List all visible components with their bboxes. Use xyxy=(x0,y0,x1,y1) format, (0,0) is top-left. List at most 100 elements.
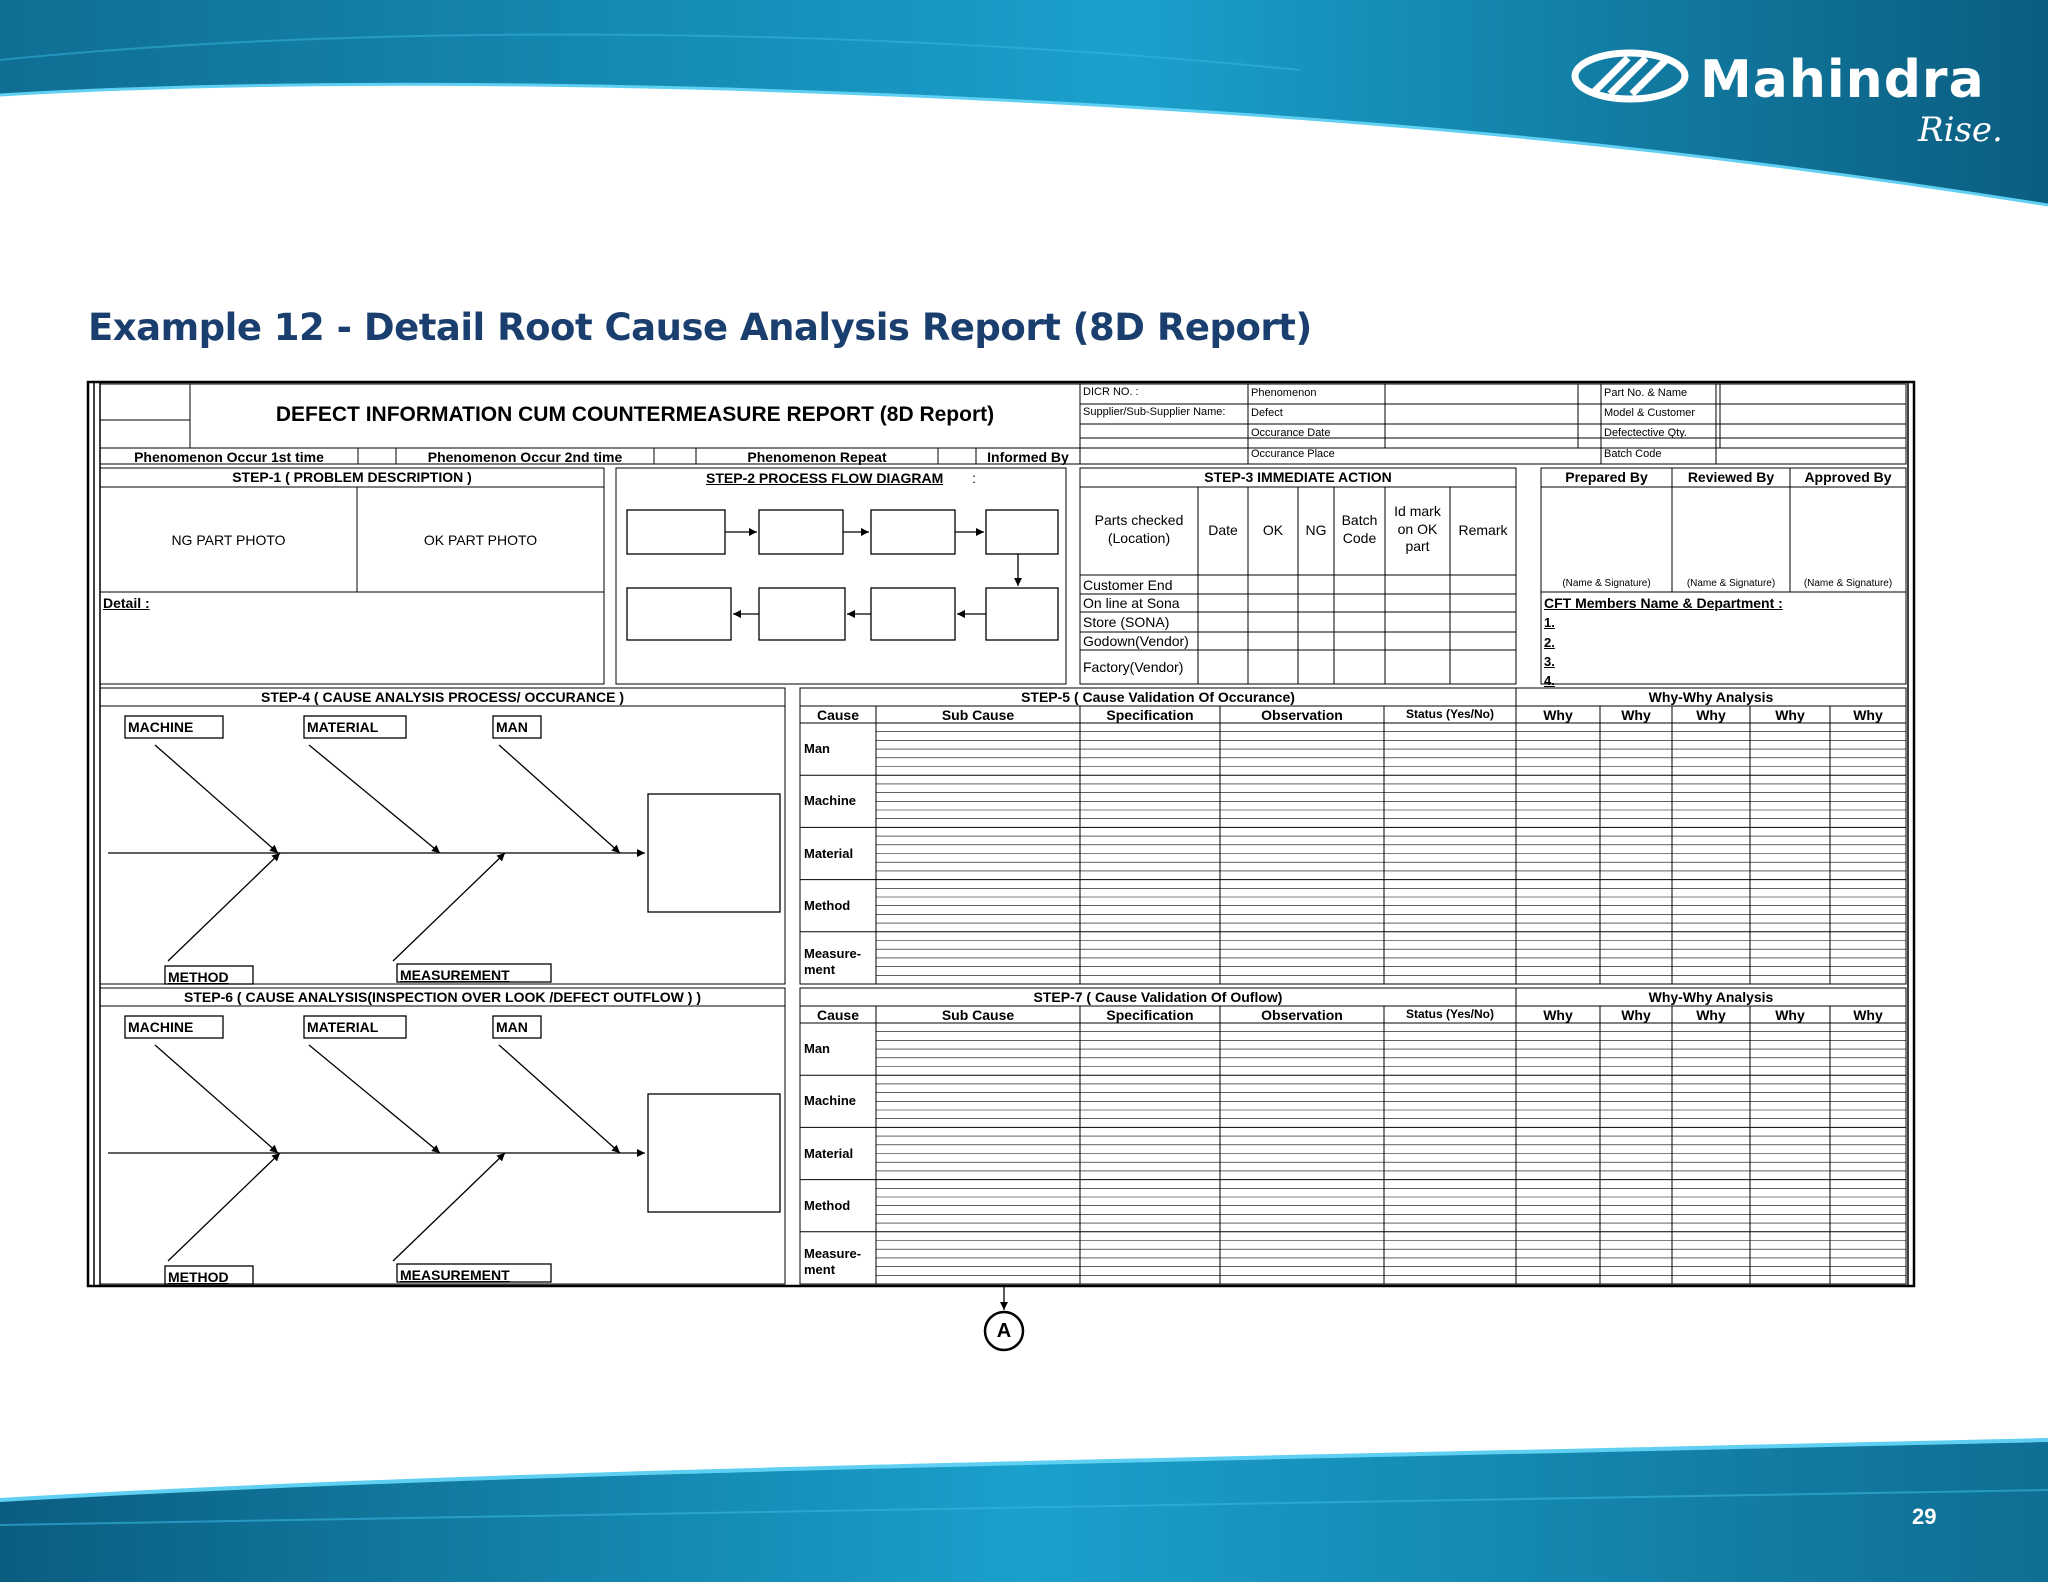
id-mark-header: Id mark on OK part xyxy=(1394,503,1441,554)
why-col-header: Why xyxy=(1696,707,1726,723)
signature-hint: (Name & Signature) xyxy=(1562,578,1651,589)
phenomenon-repeat-label: Phenomenon Repeat xyxy=(747,449,887,465)
mahindra-logo-icon xyxy=(1570,48,1690,109)
validation-col-header: Cause xyxy=(816,1007,860,1023)
why-col-header: Why xyxy=(1775,1007,1805,1023)
prepared-by-header: Prepared By xyxy=(1565,469,1648,485)
info-right-label: Batch Code xyxy=(1604,448,1662,460)
step3-title: STEP-3 IMMEDIATE ACTION xyxy=(1204,469,1392,485)
cause-row-label: Measure- ment xyxy=(804,945,862,978)
why-col-header: Why xyxy=(1696,1007,1726,1023)
flow-box xyxy=(758,587,846,641)
fishbone-cause-box xyxy=(303,715,407,739)
arrow-head-icon xyxy=(611,1144,620,1153)
cause-row-label: Measure- ment xyxy=(804,1245,862,1278)
info-mid-label: Phenomenon xyxy=(1251,387,1317,399)
step4-title: STEP-4 ( CAUSE ANALYSIS PROCESS/ OCCURAN… xyxy=(260,689,624,705)
arrow-head-icon xyxy=(269,1144,278,1153)
fishbone-bone xyxy=(154,744,279,854)
fishbone-bone xyxy=(308,744,441,854)
step7-title: STEP-7 ( Cause Validation Of Ouflow) xyxy=(1033,989,1283,1005)
validation-col-header: Observation xyxy=(1261,1007,1343,1023)
fishbone-cause-label: MAN xyxy=(496,719,528,735)
fishbone-cause-box xyxy=(124,715,224,739)
fishbone-cause-box xyxy=(492,715,542,739)
cause-row-label: Material xyxy=(804,845,854,861)
header-banner xyxy=(0,0,2048,207)
info-right-label: Defectective Qty. xyxy=(1604,427,1687,439)
form-title: DEFECT INFORMATION CUM COUNTERMEASURE RE… xyxy=(275,403,995,426)
arrow-head-icon xyxy=(1014,578,1022,586)
brand-name: Mahindra xyxy=(1700,50,1985,110)
connector-circle-icon xyxy=(983,1310,1025,1352)
cause-row-label: Method xyxy=(804,1197,851,1213)
location-row-label: On line at Sona xyxy=(1083,595,1180,611)
fishbone-cause-label: MACHINE xyxy=(128,1019,194,1035)
step2-title: STEP-2 PROCESS FLOW DIAGRAM xyxy=(706,470,944,486)
arrow-head-icon xyxy=(847,610,855,618)
why-why-title: Why-Why Analysis xyxy=(1648,689,1774,705)
cause-row-label: Machine xyxy=(804,1093,857,1109)
why-col-header: Why xyxy=(1775,707,1805,723)
fishbone-box xyxy=(99,987,786,1285)
location-row-label: Store (SONA) xyxy=(1083,614,1170,630)
why-col-header: Why xyxy=(1543,1007,1573,1023)
form-outer-border xyxy=(86,380,1916,1288)
brand-tagline: Rise. xyxy=(1918,110,2003,150)
signature-hint: (Name & Signature) xyxy=(1686,578,1776,589)
fishbone-cause-label: MATERIAL xyxy=(307,1019,379,1035)
fishbone-cause-label: MAN xyxy=(496,1019,528,1035)
info-mid-label: Occurance Place xyxy=(1251,448,1335,460)
info-mid-label: Defect xyxy=(1251,407,1283,419)
cft-members-title: CFT Members Name & Department : xyxy=(1544,595,1783,611)
arrow-head-icon xyxy=(431,1144,440,1153)
cft-box xyxy=(1540,591,1907,685)
flow-box xyxy=(626,587,732,641)
fishbone-cause-label: METHOD xyxy=(168,1269,229,1285)
fishbone-bone xyxy=(392,1152,506,1262)
flow-box xyxy=(758,509,844,555)
step2-box xyxy=(615,467,1067,685)
validation-col-header: Specification xyxy=(1106,707,1194,723)
arrow-head-icon xyxy=(637,1149,645,1157)
fishbone-box xyxy=(99,687,786,985)
reviewed-by-header: Reviewed By xyxy=(1687,469,1775,485)
fishbone-bone xyxy=(167,852,281,962)
fishbone-bone xyxy=(498,1044,621,1154)
step5-title: STEP-5 ( Cause Validation Of Occurance) xyxy=(1021,689,1295,705)
arrow-head-icon xyxy=(611,844,620,853)
phenomenon-row xyxy=(99,447,1907,465)
cft-member-item: 4. xyxy=(1544,673,1555,688)
fishbone-effect-box xyxy=(647,1093,781,1213)
why-why-title: Why-Why Analysis xyxy=(1648,989,1774,1005)
dicr-no-label: DICR NO. : xyxy=(1083,386,1139,398)
info-right-label: Model & Customer xyxy=(1604,407,1696,419)
validation-col-header: Observation xyxy=(1261,707,1343,723)
info-right-label: Part No. & Name xyxy=(1604,387,1688,399)
validation-col-header: Sub Cause xyxy=(941,707,1015,723)
footer-banner xyxy=(0,1438,2048,1582)
ng-header: NG xyxy=(1305,522,1327,538)
fishbone-cause-box xyxy=(396,963,552,983)
phenomenon-1st-label: Phenomenon Occur 1st time xyxy=(134,449,324,465)
remark-header: Remark xyxy=(1458,522,1508,538)
arrow-head-icon xyxy=(749,528,757,536)
why-col-header: Why xyxy=(1543,707,1573,723)
arrow-head-icon xyxy=(431,844,440,853)
arrow-head-icon xyxy=(976,528,984,536)
fishbone-cause-label: MATERIAL xyxy=(307,719,379,735)
cause-row-label: Man xyxy=(804,741,830,757)
arrow-head-icon xyxy=(271,853,280,862)
8d-report-form: DEFECT INFORMATION CUM COUNTERMEASURE RE… xyxy=(86,380,1916,1352)
cft-member-item: 3. xyxy=(1544,654,1555,669)
step2-colon: : xyxy=(972,470,976,486)
fishbone-cause-box xyxy=(164,965,254,985)
batch-code-header: Batch Code xyxy=(1341,512,1378,546)
validation-col-header: Specification xyxy=(1106,1007,1194,1023)
fishbone-cause-box xyxy=(396,1263,552,1283)
fishbone-bone xyxy=(308,1044,441,1154)
location-row-label: Factory(Vendor) xyxy=(1083,659,1184,675)
fishbone-cause-box xyxy=(124,1015,224,1039)
ok-header: OK xyxy=(1262,522,1284,538)
fishbone-bone xyxy=(498,744,621,854)
